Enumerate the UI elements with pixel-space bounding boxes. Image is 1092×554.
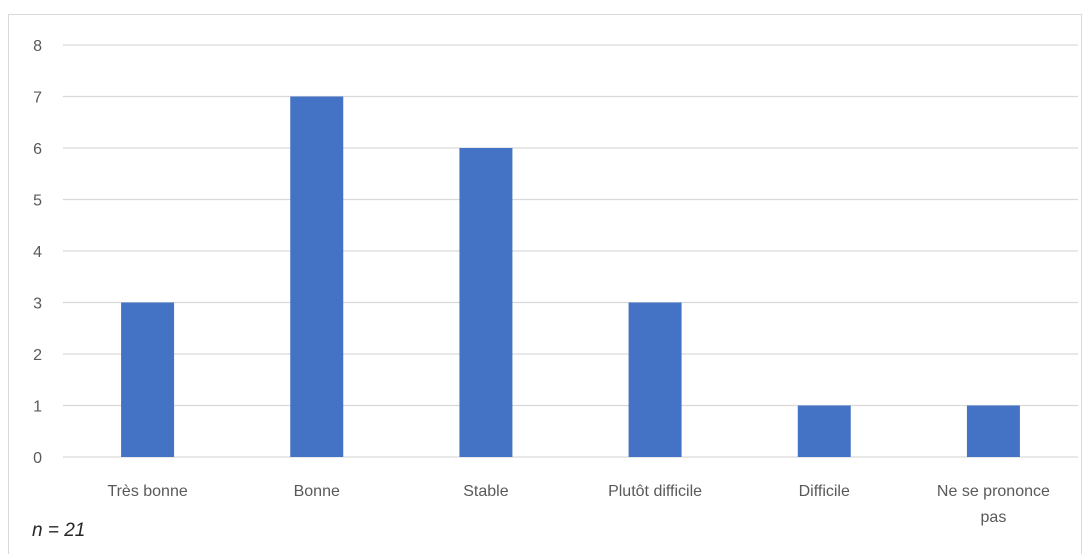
x-tick-label: Plutôt difficile (608, 483, 702, 500)
y-tick-label: 0 (33, 450, 42, 467)
bar-chart: 0 1 2 3 4 5 6 7 8 Très bonne Bonne Stable Plutôt dif… (33, 38, 1078, 526)
chart-frame (8, 14, 1082, 554)
x-tick-label: Stable (463, 483, 508, 500)
bar (121, 302, 175, 457)
y-tick-label: 5 (33, 193, 42, 210)
bar (290, 96, 344, 457)
x-tick-label: Très bonne (107, 483, 187, 500)
y-tick-label: 1 (33, 399, 42, 416)
y-tick-label: 2 (33, 347, 42, 364)
bar (966, 405, 1020, 457)
bar (797, 405, 851, 457)
x-tick-label: Difficile (799, 483, 850, 500)
bar (459, 148, 513, 457)
y-tick-label: 8 (33, 38, 42, 55)
x-tick-label: Bonne (294, 483, 340, 500)
sample-size-note: n = 21 (32, 520, 86, 541)
y-tick-label: 3 (33, 296, 42, 313)
x-tick-label: Ne se prononce pas (937, 483, 1050, 526)
y-tick-label: 7 (33, 90, 42, 107)
y-tick-label: 6 (33, 141, 42, 158)
bar (628, 302, 682, 457)
y-tick-label: 4 (33, 244, 42, 261)
